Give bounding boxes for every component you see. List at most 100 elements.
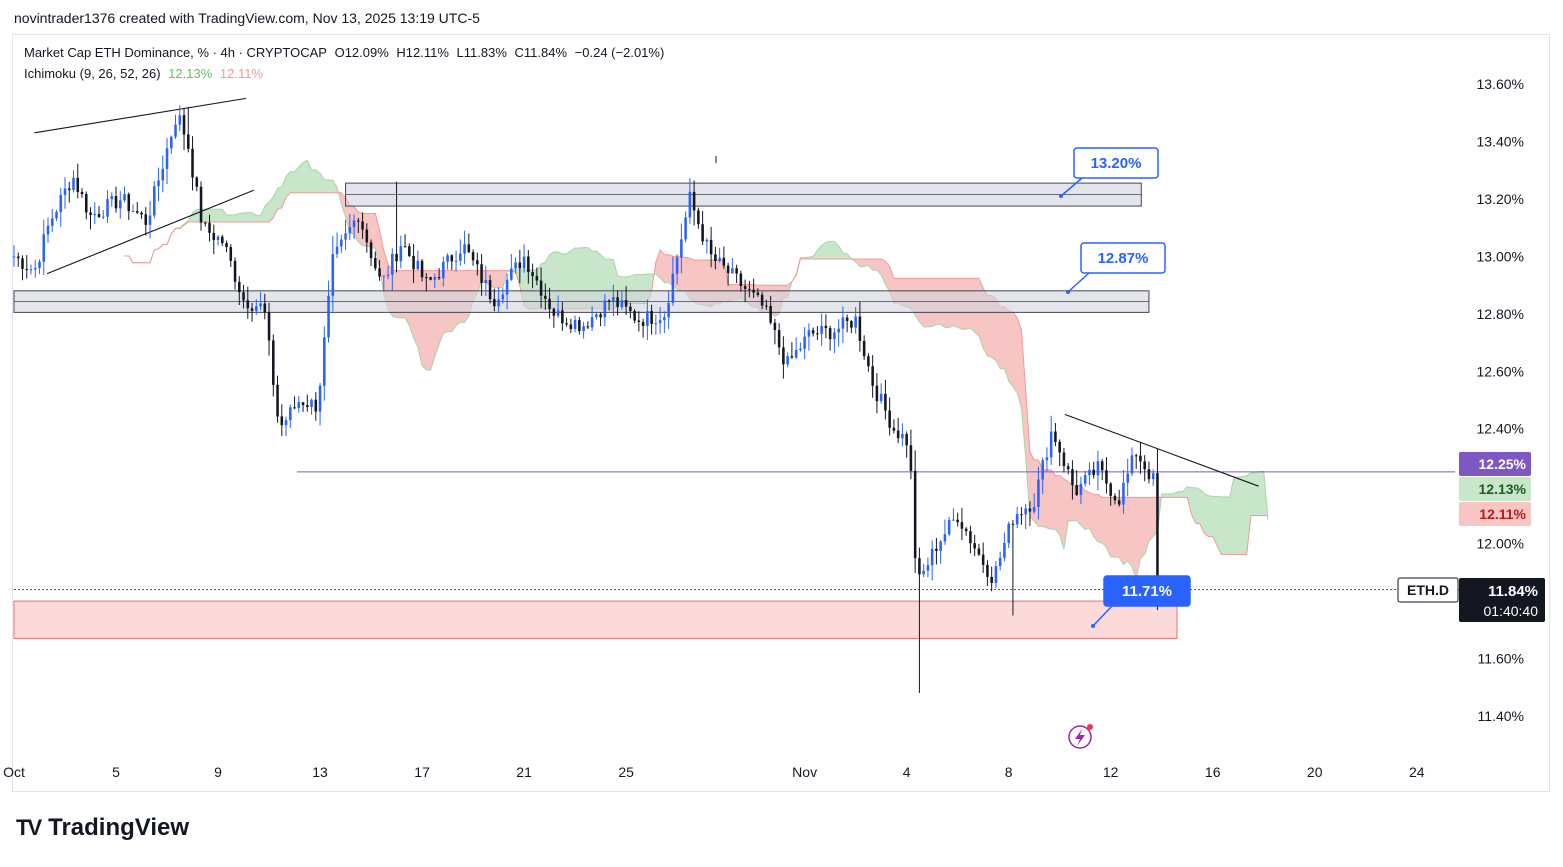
tradingview-brand[interactable]: TV TradingView (16, 814, 189, 842)
candle-body (1020, 514, 1023, 516)
candle-body (246, 300, 250, 309)
candle-body (1088, 469, 1091, 476)
candle-body (1028, 508, 1032, 512)
candle-body (403, 246, 407, 248)
candle-body (544, 295, 547, 299)
cloud-a-tag (1459, 477, 1531, 501)
candle-body (790, 356, 794, 358)
cloud-segment-bearish (1144, 497, 1150, 555)
x-tick-label: 16 (1205, 764, 1221, 780)
candle-body (752, 289, 755, 293)
candle-body (480, 264, 483, 283)
cloud-segment-bullish (238, 212, 244, 223)
candle-body (1041, 460, 1044, 480)
candle-body (110, 196, 114, 200)
cloud-segment-bearish (1101, 497, 1107, 549)
candle-body (233, 260, 237, 282)
cloud-segment-bullish (1225, 496, 1231, 555)
cloud-segment-bearish (1012, 311, 1018, 394)
candle-body (841, 317, 845, 329)
candle-body (348, 227, 352, 234)
cloud-segment-bullish (324, 179, 329, 194)
candle-body (46, 225, 50, 235)
symbol-tag-text: ETH.D (1407, 582, 1449, 598)
candle-body (450, 255, 454, 262)
cloud-segment-bearish (1097, 493, 1103, 544)
candle-body (127, 194, 131, 212)
x-tick-label: 20 (1307, 764, 1323, 780)
candle-body (816, 333, 819, 335)
candle-body (510, 268, 513, 280)
y-tick-label: 12.00% (1477, 536, 1524, 552)
callout-anchor (1066, 290, 1070, 294)
candle-body (824, 325, 828, 329)
candle-body (875, 385, 879, 402)
candle-body (922, 570, 925, 575)
candle-body (1066, 466, 1070, 470)
y-tick-label: 13.00% (1477, 248, 1524, 264)
candle-body (756, 292, 760, 295)
cloud-segment-bullish (217, 208, 223, 223)
candle-body (952, 519, 955, 521)
candle-body (561, 310, 564, 324)
candle-body (833, 332, 836, 340)
cloud-segment-bearish (1123, 497, 1128, 566)
candle-body (433, 277, 437, 280)
candle-body (505, 279, 509, 295)
candle-body (114, 196, 118, 209)
price-callout: 12.87% (1066, 242, 1166, 294)
candle-body (811, 330, 815, 334)
candle-body (93, 213, 97, 216)
cloud-segment-bullish (1246, 472, 1252, 555)
cloud-segment-bullish (221, 208, 227, 223)
candle-body (960, 522, 964, 529)
candle-body (624, 299, 628, 307)
candle-body (714, 254, 717, 261)
price-callout: 13.20% (1059, 147, 1159, 198)
candle-body (1147, 469, 1151, 480)
candle-body (650, 311, 653, 324)
candle-body (973, 543, 976, 549)
candle-body (497, 299, 500, 307)
candle-body (799, 348, 802, 351)
x-tick-label: 5 (112, 764, 120, 780)
candle-body (131, 211, 135, 213)
indicator-legend[interactable]: Ichimoku (9, 26, 52, 26) 12.13% 12.11% (24, 66, 267, 81)
candle-body (786, 356, 789, 365)
candle-body (493, 299, 496, 307)
candle-body (858, 316, 862, 342)
cloud-segment-bullish (289, 171, 295, 194)
candle-body (1151, 473, 1155, 480)
candle-body (586, 326, 590, 328)
y-tick-label: 13.60% (1477, 76, 1524, 92)
callout-box (1080, 242, 1166, 274)
candle-body (943, 534, 947, 542)
candle-body (357, 220, 360, 222)
symbol-name: Market Cap ETH Dominance, % · 4h · CRYPT… (24, 45, 327, 60)
candle-body (238, 281, 241, 293)
candle-body (182, 115, 186, 135)
y-tick-label: 12.80% (1477, 306, 1524, 322)
cloud-segment-bullish (243, 212, 249, 223)
cloud-segment-bullish (247, 212, 253, 223)
candle-body (80, 191, 84, 195)
candle-body (1045, 457, 1049, 461)
ohlc-close: C11.84% (514, 45, 568, 60)
candle-body (1054, 431, 1057, 442)
callout-label: 13.20% (1091, 155, 1142, 172)
chart-frame (12, 34, 1550, 792)
candle-body (612, 297, 615, 302)
ohlc-low: L11.83% (456, 45, 507, 60)
candle-body (667, 302, 670, 318)
candle-body (212, 232, 216, 240)
symbol-legend[interactable]: Market Cap ETH Dominance, % · 4h · CRYPT… (24, 45, 668, 60)
candle-body (671, 273, 675, 303)
cloud-segment-bearish (421, 270, 427, 371)
cloud-segment-bearish (1050, 468, 1056, 530)
candle-body (692, 191, 696, 211)
candle-body (731, 268, 734, 274)
cloud-segment-bearish (999, 306, 1005, 369)
candle-body (165, 148, 169, 169)
candle-body (16, 256, 20, 259)
